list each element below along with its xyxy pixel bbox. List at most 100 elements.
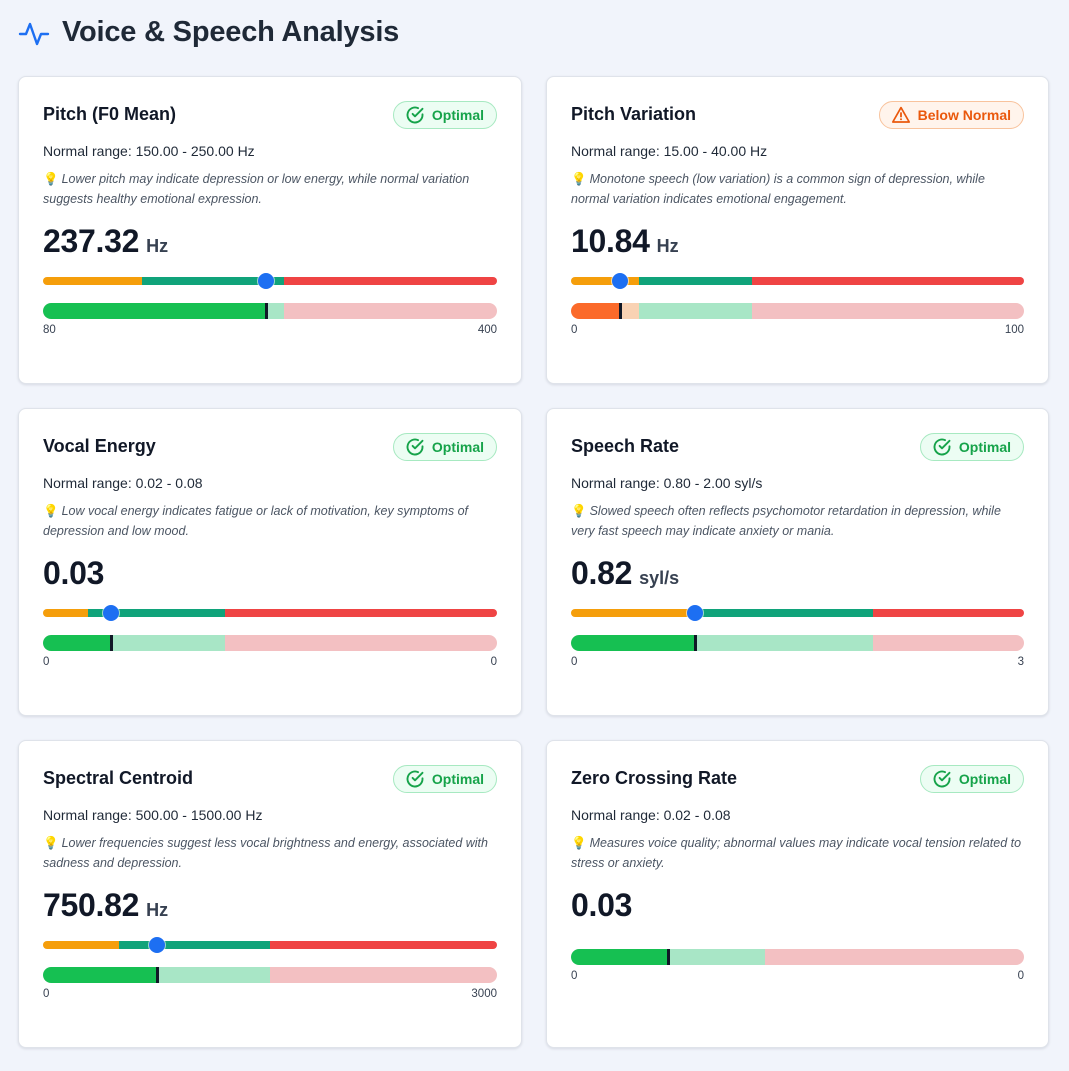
range-low-segment	[571, 277, 639, 285]
range-low-segment	[43, 609, 89, 617]
metric-card-pitch-variation: Pitch Variation Below Normal Normal rang…	[546, 76, 1049, 384]
status-badge: Optimal	[392, 765, 497, 793]
card-header: Spectral Centroid Optimal	[43, 765, 497, 797]
scale-max-label: 400	[477, 324, 497, 336]
status-badge: Optimal	[392, 101, 497, 129]
range-high-segment	[752, 277, 1024, 285]
scale-labels: 0 0	[43, 656, 497, 668]
check-circle-icon	[933, 438, 951, 456]
status-badge-label: Optimal	[958, 439, 1011, 455]
card-header: Zero Crossing Rate Optimal	[571, 765, 1024, 797]
metric-note: 💡 Monotone speech (low variation) is a co…	[571, 169, 1024, 209]
value-row: 237.32 Hz	[43, 223, 497, 263]
metric-note: 💡 Lower pitch may indicate depression or …	[43, 169, 497, 209]
range-indicator-bar	[571, 273, 1024, 289]
normal-zone	[638, 303, 753, 319]
scale-labels: 0 3	[571, 656, 1024, 668]
note-text: Monotone speech (low variation) is a com…	[571, 172, 985, 206]
value-indicator-dot	[258, 273, 275, 289]
value-marker	[110, 635, 114, 651]
value-indicator-dot	[148, 937, 165, 953]
lightbulb-icon: 💡	[571, 504, 587, 518]
value-progress-bar	[571, 949, 1024, 965]
metric-note: 💡 Lower frequencies suggest less vocal br…	[43, 833, 497, 873]
range-high-segment	[284, 277, 497, 285]
progress-fill	[43, 967, 157, 983]
range-high-segment	[872, 609, 1024, 617]
status-badge: Below Normal	[878, 101, 1024, 129]
value-progress-bar	[43, 967, 497, 983]
status-badge-label: Below Normal	[917, 107, 1011, 123]
progress-fill	[43, 635, 112, 651]
range-indicator-bar	[43, 937, 497, 953]
metric-card-spectral-centroid: Spectral Centroid Optimal Normal range: …	[18, 740, 522, 1048]
progress-fill	[571, 635, 695, 651]
metrics-grid: Pitch (F0 Mean) Optimal Normal range: 15…	[18, 76, 1049, 1048]
value-row: 10.84 Hz	[571, 223, 1024, 263]
progress-fill	[571, 949, 669, 965]
status-badge: Optimal	[919, 765, 1024, 793]
scale-labels: 0 0	[571, 970, 1024, 982]
range-indicator-bar	[43, 605, 497, 621]
value-row: 0.03	[43, 555, 497, 595]
metric-note: 💡 Measures voice quality; abnormal values…	[571, 833, 1024, 873]
range-normal-segment	[118, 941, 270, 949]
metric-title: Speech Rate	[571, 436, 680, 456]
scale-max-label: 3	[1017, 656, 1024, 668]
note-text: Lower frequencies suggest less vocal bri…	[43, 836, 488, 870]
scale-min-label: 0	[43, 988, 50, 1000]
metric-value: 0.03	[43, 555, 105, 591]
scale-labels: 0 100	[571, 324, 1024, 336]
value-progress-bar	[571, 303, 1024, 319]
scale-min-label: 0	[43, 656, 50, 668]
metric-note: 💡 Low vocal energy indicates fatigue or l…	[43, 501, 497, 541]
card-header: Speech Rate Optimal	[571, 433, 1024, 465]
status-badge-label: Optimal	[431, 771, 484, 787]
metric-unit: Hz	[656, 236, 679, 256]
scale-max-label: 3000	[471, 988, 497, 1000]
metric-title: Pitch (F0 Mean)	[43, 104, 177, 124]
lightbulb-icon: 💡	[43, 172, 59, 186]
page-header: Voice & Speech Analysis	[18, 16, 399, 49]
scale-max-label: 0	[1017, 970, 1024, 982]
value-progress-bar	[43, 635, 497, 651]
check-circle-icon	[406, 106, 424, 124]
note-text: Slowed speech often reflects psychomotor…	[571, 504, 1001, 538]
note-text: Lower pitch may indicate depression or l…	[43, 172, 470, 206]
range-low-segment	[43, 277, 143, 285]
value-marker	[693, 635, 697, 651]
range-low-segment	[571, 609, 692, 617]
card-header: Pitch (F0 Mean) Optimal	[43, 101, 497, 133]
range-high-segment	[270, 941, 497, 949]
lightbulb-icon: 💡	[43, 504, 59, 518]
status-badge: Optimal	[392, 433, 497, 461]
range-normal-segment	[88, 609, 225, 617]
status-badge: Optimal	[919, 433, 1024, 461]
note-text: Low vocal energy indicates fatigue or la…	[43, 504, 469, 538]
check-circle-icon	[406, 770, 424, 788]
metric-unit: Hz	[146, 900, 169, 920]
range-normal-segment	[638, 277, 753, 285]
value-indicator-dot	[686, 605, 703, 621]
activity-pulse-icon	[18, 22, 50, 45]
value-marker	[667, 949, 671, 965]
metric-note: 💡 Slowed speech often reflects psychomoto…	[571, 501, 1024, 541]
metric-title: Spectral Centroid	[43, 768, 194, 788]
scale-labels: 80 400	[43, 324, 497, 336]
metric-card-vocal-energy: Vocal Energy Optimal Normal range: 0.02 …	[18, 408, 522, 716]
card-header: Vocal Energy Optimal	[43, 433, 497, 465]
metric-title: Zero Crossing Rate	[571, 768, 738, 788]
range-high-segment	[224, 609, 497, 617]
warning-triangle-icon	[891, 106, 910, 123]
progress-fill	[43, 303, 267, 319]
normal-range-text: Normal range: 500.00 - 1500.00 Hz	[43, 807, 263, 823]
metric-value: 237.32	[43, 223, 140, 259]
normal-range-text: Normal range: 0.80 - 2.00 syl/s	[571, 475, 763, 491]
value-marker	[619, 303, 623, 319]
metric-unit: Hz	[146, 236, 169, 256]
normal-range-text: Normal range: 0.02 - 0.08	[43, 475, 203, 491]
page-title: Voice & Speech Analysis	[62, 16, 400, 48]
value-indicator-dot	[612, 273, 629, 289]
check-circle-icon	[933, 770, 951, 788]
lightbulb-icon: 💡	[571, 172, 587, 186]
